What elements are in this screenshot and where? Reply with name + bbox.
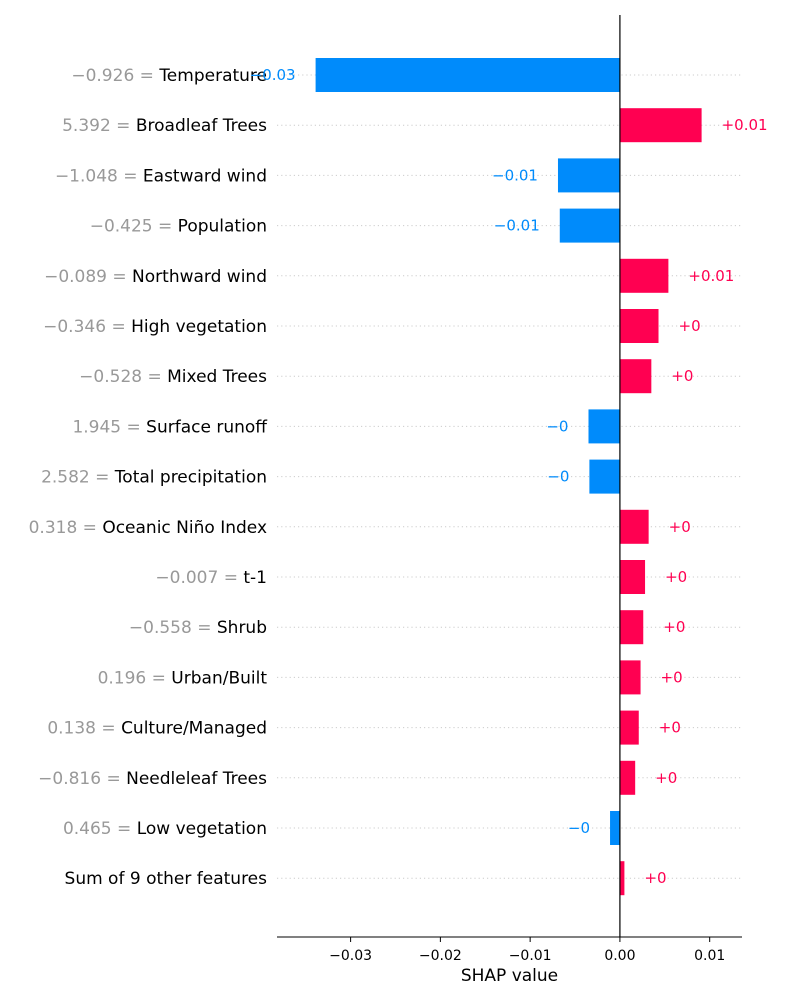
bar-value-label: −0 <box>547 468 569 486</box>
x-tick-label: 0.01 <box>694 948 725 964</box>
bar <box>619 861 625 896</box>
bar <box>619 610 644 645</box>
feature-label: −0.007 = t-1 <box>155 568 267 588</box>
feature-name: High vegetation <box>131 317 267 337</box>
feature-name: Population <box>178 217 267 237</box>
bars <box>315 58 702 896</box>
feature-name: Shrub <box>217 618 267 638</box>
feature-name: Culture/Managed <box>121 719 267 739</box>
bar-value-label: +0 <box>661 668 683 686</box>
feature-name: Oceanic Niño Index <box>102 518 267 538</box>
feature-label: 5.392 = Broadleaf Trees <box>62 116 267 136</box>
feature-label: 0.138 = Culture/Managed <box>47 719 267 739</box>
bar-value-label: +0.01 <box>722 116 768 134</box>
x-axis-title: SHAP value <box>461 966 558 986</box>
feature-value: −0.346 = <box>43 317 131 337</box>
feature-name: Temperature <box>158 66 267 86</box>
bar <box>619 560 646 594</box>
feature-name: Total precipitation <box>114 468 267 488</box>
bar-value-label: −0.01 <box>494 217 540 235</box>
x-axis: −0.03 −0.02 −0.01 0.00 0.01 <box>277 936 742 964</box>
feature-value: 0.138 = <box>47 719 121 739</box>
feature-name: Urban/Built <box>171 668 267 688</box>
feature-value: −1.048 = <box>55 166 143 186</box>
feature-name: t-1 <box>243 568 267 588</box>
feature-label: −0.089 = Northward wind <box>44 267 267 287</box>
bar <box>610 811 620 845</box>
x-tick-label: −0.03 <box>329 948 372 964</box>
feature-name: Eastward wind <box>143 166 267 186</box>
bar-value-labels: −0.03 +0.01 −0.01 −0.01 +0.01 +0 +0 −0 −0 +0 +0 +0 +… <box>250 66 768 887</box>
feature-label: 1.945 = Surface runoff <box>72 417 268 437</box>
bar <box>589 459 620 494</box>
feature-value: −0.926 = <box>71 66 159 86</box>
bar-value-label: +0 <box>655 769 677 787</box>
feature-value: 0.465 = <box>63 819 137 839</box>
feature-value: −0.007 = <box>155 568 243 588</box>
feature-value: −0.089 = <box>44 267 132 287</box>
bar-value-label: −0.01 <box>492 166 538 184</box>
feature-name: Broadleaf Trees <box>136 116 267 136</box>
bar-value-label: +0 <box>669 518 691 536</box>
feature-value: 0.318 = <box>29 518 103 538</box>
feature-name: Low vegetation <box>137 819 267 839</box>
feature-label: Sum of 9 other features <box>65 869 268 889</box>
feature-value: −0.425 = <box>90 217 178 237</box>
feature-value: 0.196 = <box>98 668 172 688</box>
feature-name: Mixed Trees <box>167 367 267 387</box>
bar <box>619 258 669 293</box>
bar <box>619 309 659 343</box>
bar <box>315 58 620 92</box>
feature-value: −0.528 = <box>79 367 167 387</box>
bar <box>619 359 652 394</box>
bar-value-label: +0 <box>663 618 685 636</box>
bar <box>557 158 620 193</box>
bar-value-label: +0 <box>679 317 701 335</box>
feature-name: Needleleaf Trees <box>126 769 267 789</box>
feature-label: 0.465 = Low vegetation <box>63 819 267 839</box>
feature-label: −0.926 = Temperature <box>71 66 267 86</box>
x-tick-label: −0.02 <box>419 948 462 964</box>
bar-value-label: −0 <box>568 819 590 837</box>
feature-label: 0.318 = Oceanic Niño Index <box>29 518 267 538</box>
grid-lines <box>277 74 742 879</box>
feature-value: 1.945 = <box>72 417 146 437</box>
feature-value: −0.816 = <box>38 769 126 789</box>
bar <box>619 710 639 745</box>
feature-name: Sum of 9 other features <box>65 869 268 889</box>
feature-value: 2.582 = <box>41 468 115 488</box>
feature-label: −0.816 = Needleleaf Trees <box>38 769 267 789</box>
feature-label: −0.528 = Mixed Trees <box>79 367 267 387</box>
feature-label: −1.048 = Eastward wind <box>55 166 267 186</box>
feature-name: Northward wind <box>132 267 267 287</box>
x-tick-label: 0.00 <box>604 948 635 964</box>
bar-value-label: +0.01 <box>688 267 734 285</box>
bar <box>619 660 641 695</box>
feature-label: 0.196 = Urban/Built <box>98 668 268 688</box>
feature-value: −0.558 = <box>129 618 217 638</box>
bar <box>619 760 636 795</box>
bar <box>588 409 620 444</box>
feature-value: 5.392 = <box>62 116 136 136</box>
bar-value-label: +0 <box>665 568 687 586</box>
feature-label: −0.346 = High vegetation <box>43 317 267 337</box>
bar <box>619 509 649 544</box>
bar-value-label: −0 <box>546 417 568 435</box>
feature-labels: −0.926 = Temperature 5.392 = Broadleaf Tr… <box>29 66 269 889</box>
bar <box>559 208 620 243</box>
feature-label: −0.425 = Population <box>90 217 267 237</box>
x-tick-label: −0.01 <box>509 948 552 964</box>
bar <box>619 108 702 143</box>
bar-value-label: +0 <box>671 367 693 385</box>
bar-value-label: +0 <box>644 869 666 887</box>
bar-value-label: −0.03 <box>250 66 296 84</box>
feature-name: Surface runoff <box>146 417 268 437</box>
bar-value-label: +0 <box>659 719 681 737</box>
feature-label: −0.558 = Shrub <box>129 618 267 638</box>
feature-label: 2.582 = Total precipitation <box>41 468 267 488</box>
